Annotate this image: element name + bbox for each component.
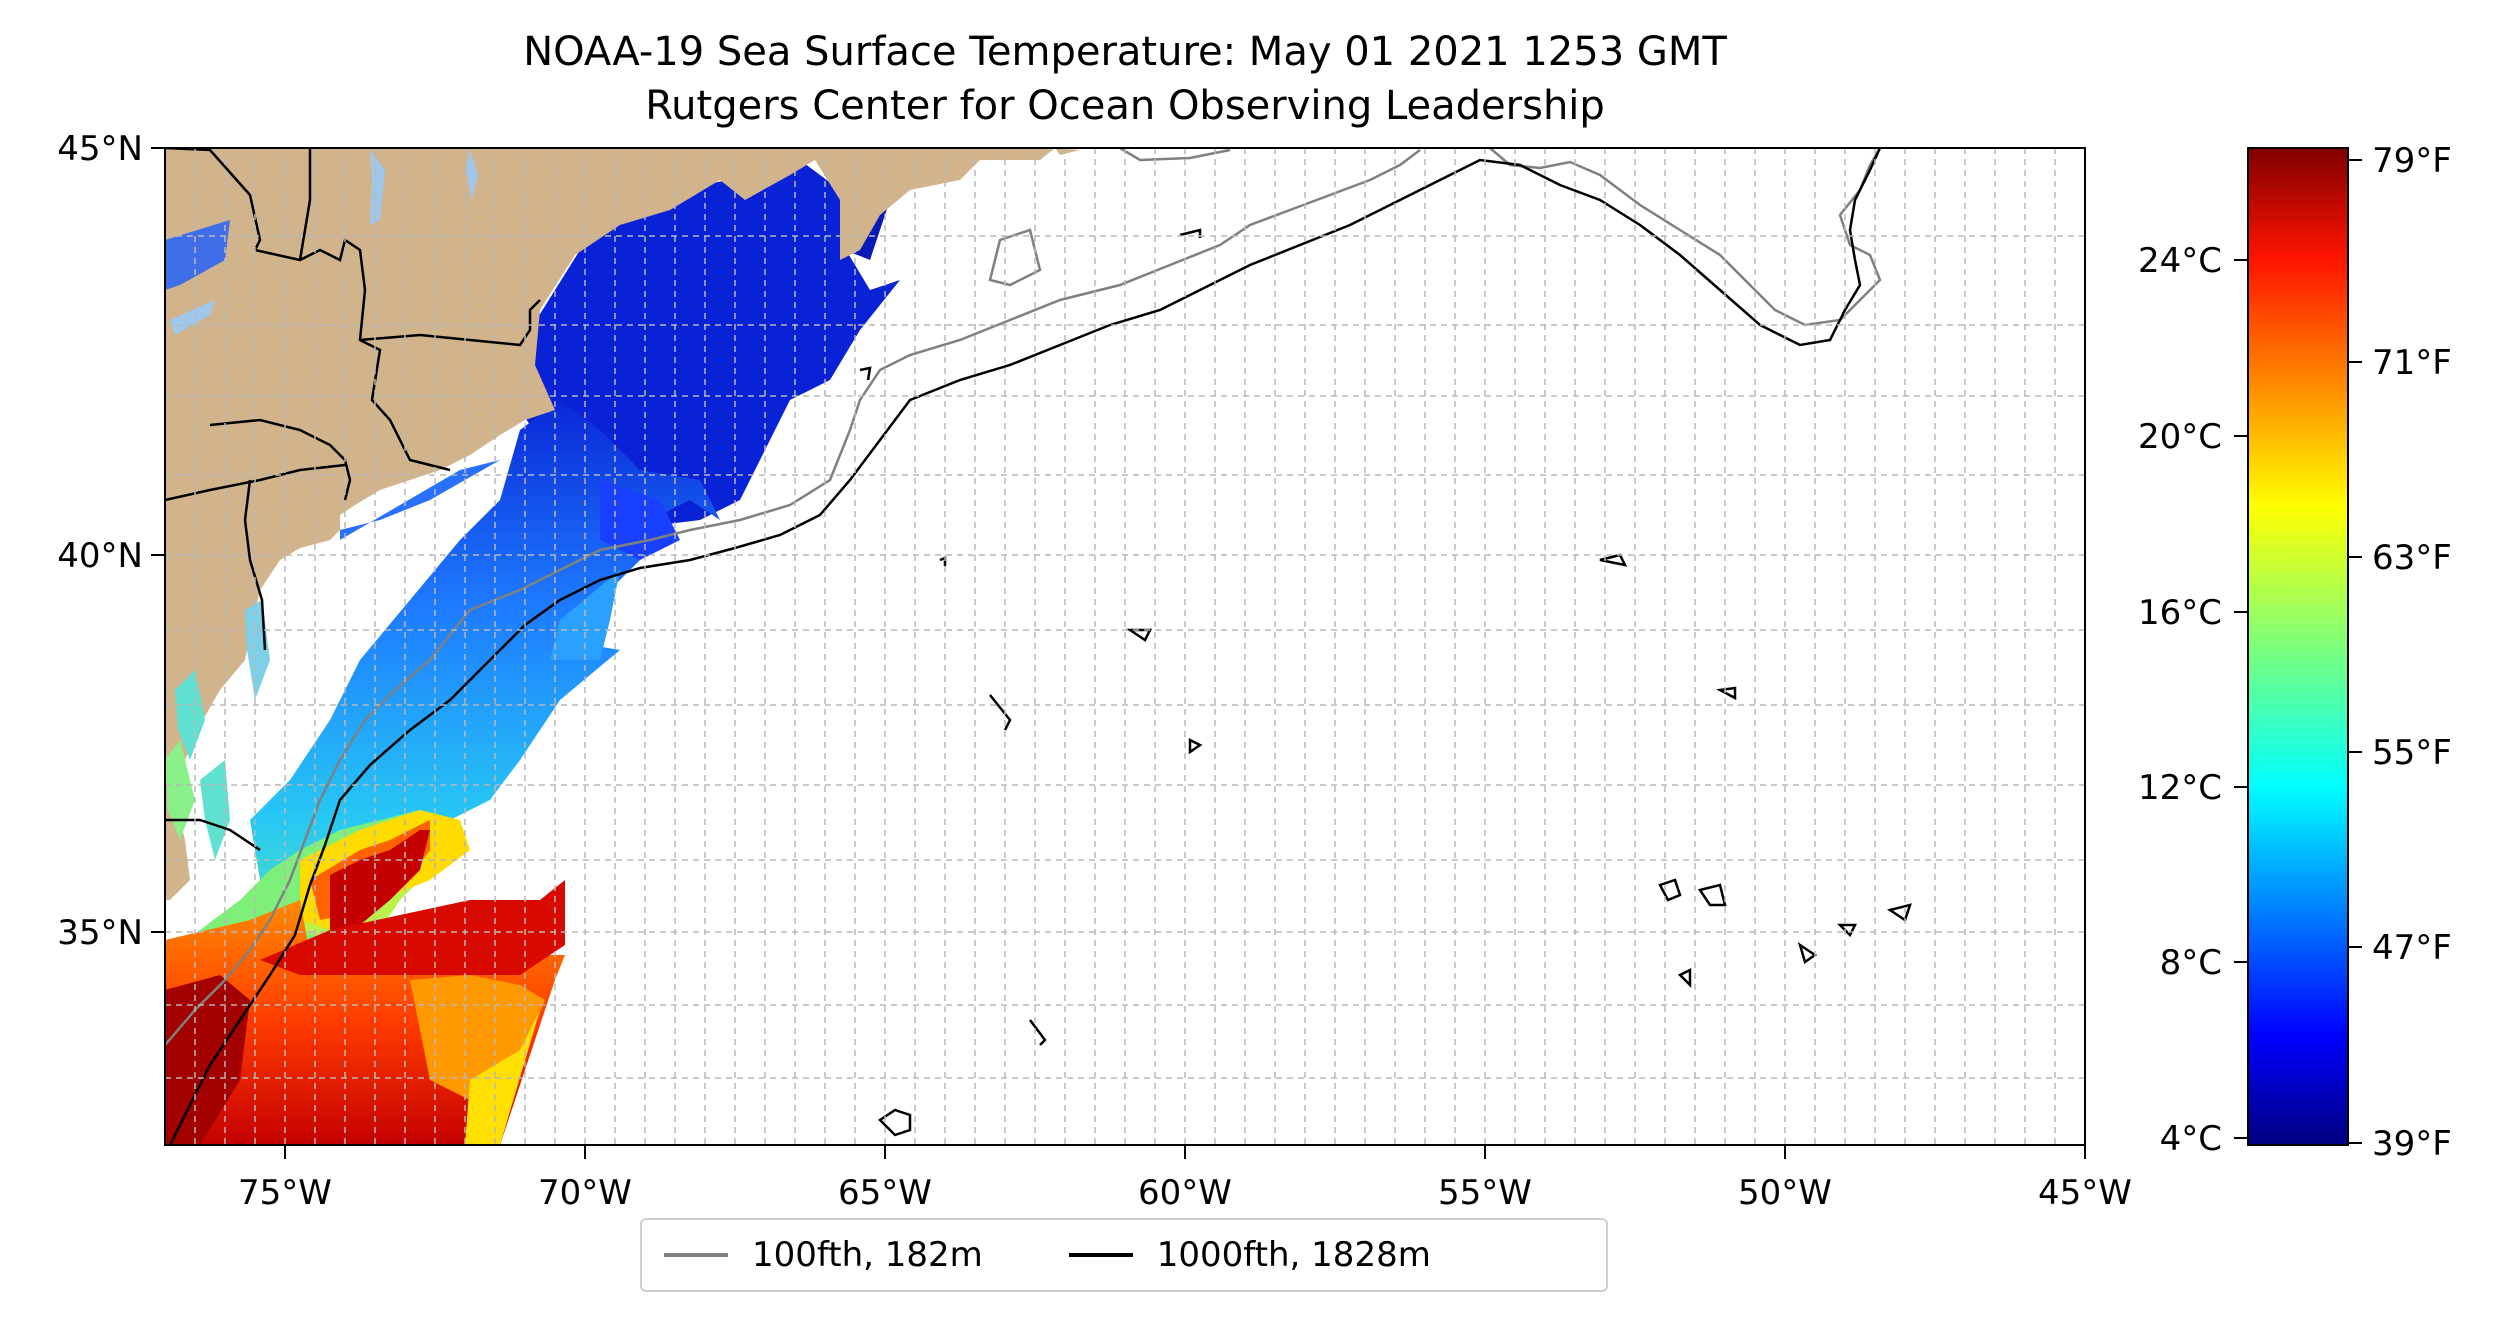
legend-label: 1000fth, 1828m [1156, 1235, 1431, 1275]
colorbar: 24°C 20°C 16°C 12°C 8°C 4°C 79°F 71°F 63… [2138, 141, 2452, 1164]
graticule [165, 148, 2085, 1145]
isobath-1000fth [165, 148, 1912, 1145]
lon-tick-label: 55°W [1438, 1173, 1532, 1213]
celsius-tick-label: 16°C [2138, 593, 2222, 633]
lon-tick-label: 70°W [538, 1173, 632, 1213]
axis-ticks [151, 147, 2086, 1159]
lat-tick-label: 40°N [57, 536, 143, 576]
land-mass [165, 148, 1080, 900]
isobath-legend: 100fth, 182m 1000fth, 1828m [640, 1218, 1608, 1292]
map-plot-area [165, 148, 2085, 1145]
lat-tick-labels: 45°N 40°N 35°N [57, 129, 143, 953]
legend-item-100fth: 100fth, 182m [664, 1235, 983, 1275]
celsius-tick-label: 20°C [2138, 417, 2222, 457]
legend-swatch-gray [664, 1253, 728, 1257]
celsius-tick-label: 4°C [2160, 1119, 2222, 1159]
lon-tick-label: 60°W [1138, 1173, 1232, 1213]
lat-tick-label: 45°N [57, 129, 143, 169]
fahrenheit-tick-label: 47°F [2372, 928, 2452, 968]
lon-tick-label: 65°W [838, 1173, 932, 1213]
lon-tick-label: 45°W [2038, 1173, 2132, 1213]
celsius-tick-label: 24°C [2138, 241, 2222, 281]
map-title: NOAA-19 Sea Surface Temperature: May 01 … [523, 29, 1727, 75]
colorbar-gradient [2248, 148, 2348, 1145]
map-subtitle: Rutgers Center for Ocean Observing Leade… [645, 83, 1605, 129]
fahrenheit-tick-label: 71°F [2372, 343, 2452, 383]
plot-frame [164, 147, 2086, 1146]
fahrenheit-tick-label: 79°F [2372, 141, 2452, 181]
celsius-tick-label: 8°C [2160, 943, 2222, 983]
colorbar-frame [2247, 147, 2349, 1146]
legend-item-1000fth: 1000fth, 1828m [1068, 1235, 1431, 1275]
isobath-100fth [165, 148, 1882, 1046]
fahrenheit-tick-label: 63°F [2372, 538, 2452, 578]
lon-tick-label: 50°W [1738, 1173, 1832, 1213]
fahrenheit-tick-label: 39°F [2372, 1124, 2452, 1164]
legend-label: 100fth, 182m [752, 1235, 983, 1275]
lon-tick-label: 75°W [238, 1173, 332, 1213]
celsius-tick-label: 12°C [2138, 768, 2222, 808]
lon-tick-labels: 75°W 70°W 65°W 60°W 55°W 50°W 45°W [238, 1173, 2132, 1213]
lat-tick-label: 35°N [57, 913, 143, 953]
fahrenheit-tick-label: 55°F [2372, 733, 2452, 773]
legend-swatch-black [1068, 1253, 1133, 1257]
